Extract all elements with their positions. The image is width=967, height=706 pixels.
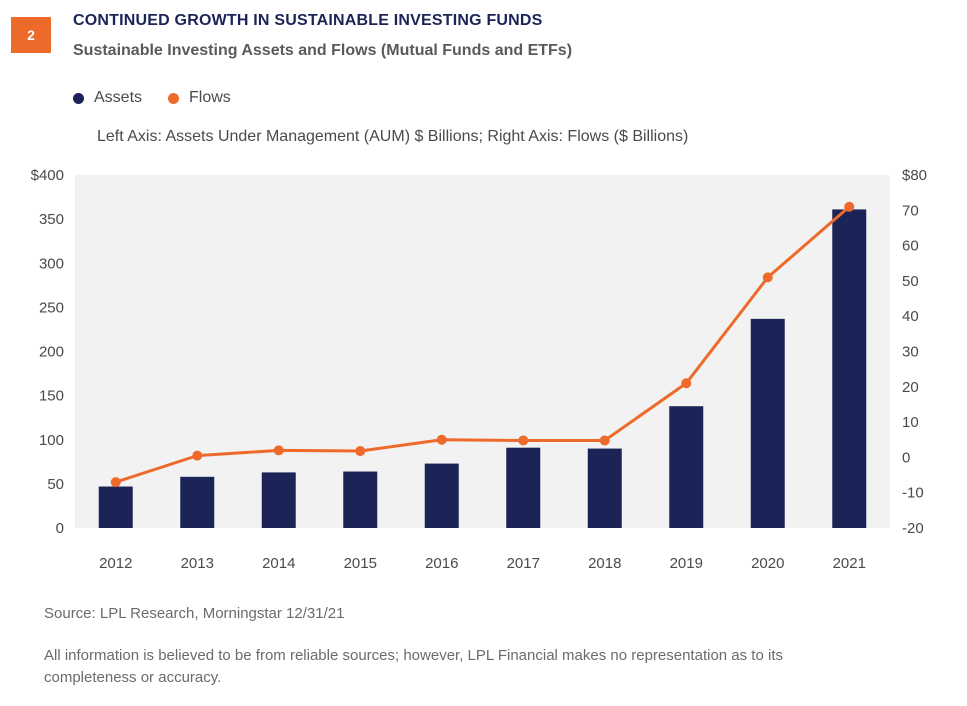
flows-line xyxy=(115,205,851,484)
x-axis-tick-label: 2012 xyxy=(99,555,132,572)
left-axis-tick-label: 250 xyxy=(39,299,64,316)
flows-point xyxy=(192,450,203,461)
right-axis-tick-label: 10 xyxy=(902,414,919,431)
flows-point xyxy=(518,435,529,446)
legend: Assets Flows xyxy=(73,89,257,107)
flows-point xyxy=(436,434,447,445)
assets-bar xyxy=(98,486,133,528)
left-axis-tick-label: 150 xyxy=(39,388,64,405)
right-axis-tick-label: $80 xyxy=(902,167,927,184)
legend-swatch-flows xyxy=(168,92,180,104)
right-axis-tick-label: 50 xyxy=(902,273,919,290)
assets-bar xyxy=(261,472,296,528)
x-axis-tick-label: 2017 xyxy=(507,555,540,572)
right-axis-tick-label: -20 xyxy=(902,520,924,537)
x-axis-tick-label: 2016 xyxy=(425,555,458,572)
x-axis-tick-label: 2014 xyxy=(262,555,295,572)
flows-point xyxy=(762,272,773,283)
flows-point xyxy=(273,445,284,456)
legend-swatch-assets xyxy=(73,92,84,104)
left-axis-tick-label: 0 xyxy=(56,520,64,537)
chart-subtitle: Sustainable Investing Assets and Flows (… xyxy=(73,42,573,59)
legend-item-assets: Assets xyxy=(73,89,142,107)
figure-number-badge: 2 xyxy=(11,17,51,53)
right-axis-tick-label: 20 xyxy=(902,379,919,396)
source-note: Source: LPL Research, Morningstar 12/31/… xyxy=(44,605,345,622)
assets-bar xyxy=(424,463,459,528)
left-axis-tick-label: $400 xyxy=(31,167,64,184)
axis-note: Left Axis: Assets Under Management (AUM)… xyxy=(97,128,689,145)
assets-bar xyxy=(832,209,867,529)
flows-point xyxy=(599,435,610,446)
chart-title: CONTINUED GROWTH IN SUSTAINABLE INVESTIN… xyxy=(73,12,543,29)
assets-bar xyxy=(343,471,378,528)
chart-svg: 0 50 100 150 200 250 300 350 $400 -20 -10 0 10 20 30 40… xyxy=(31,167,927,572)
x-axis-tick-label: 2020 xyxy=(751,555,784,572)
legend-label-flows: Flows xyxy=(189,89,231,106)
legend-item-flows: Flows xyxy=(168,89,231,107)
right-axis-tick-label: 0 xyxy=(902,449,910,466)
right-axis-tick-label: 60 xyxy=(902,238,919,255)
right-axis-tick-label: 40 xyxy=(902,308,919,325)
assets-bar xyxy=(506,447,541,528)
assets-bar xyxy=(180,476,215,528)
left-axis-tick-label: 350 xyxy=(39,211,64,228)
flows-point xyxy=(355,446,366,457)
x-axis-tick-label: 2015 xyxy=(344,555,377,572)
right-axis-tick-label: -10 xyxy=(902,485,924,502)
flows-point xyxy=(110,477,121,488)
x-axis-tick-label: 2013 xyxy=(181,555,214,572)
left-axis-tick-label: 50 xyxy=(47,476,64,493)
right-axis-tick-label: 30 xyxy=(902,344,919,361)
legend-label-assets: Assets xyxy=(94,89,143,106)
assets-bar xyxy=(587,448,622,528)
x-axis-tick-label: 2018 xyxy=(588,555,621,572)
left-axis-tick-label: 200 xyxy=(39,344,64,361)
flows-point xyxy=(681,378,692,389)
disclaimer: All information is believed to be from r… xyxy=(44,647,783,686)
left-axis-tick-label: 300 xyxy=(39,255,64,272)
flows-point xyxy=(844,201,855,212)
assets-bar xyxy=(669,406,704,528)
left-axis-tick-label: 100 xyxy=(39,432,64,449)
assets-bar xyxy=(750,318,785,528)
right-axis-tick-label: 70 xyxy=(902,202,919,219)
x-axis-tick-label: 2021 xyxy=(833,555,866,572)
x-axis-tick-label: 2019 xyxy=(670,555,703,572)
